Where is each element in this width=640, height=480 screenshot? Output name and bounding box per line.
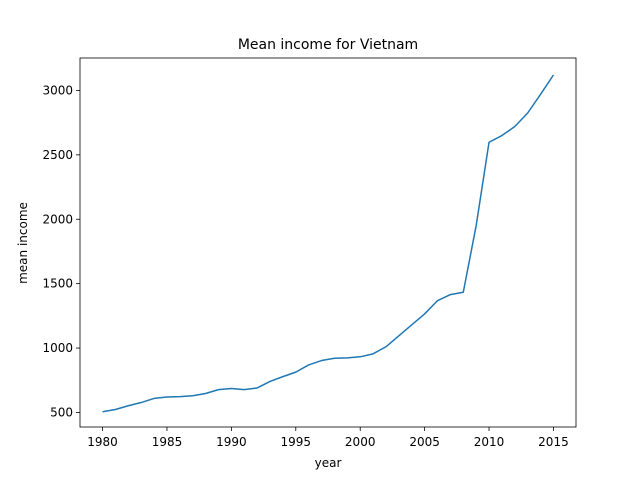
plot-area	[102, 74, 555, 413]
y-tick-label: 2500	[42, 148, 73, 162]
y-tick-label: 2000	[42, 212, 73, 226]
x-axis: 1980 1985 1990 1995 2000 2005 2010 2015	[87, 427, 569, 449]
x-tick-label: 1980	[87, 435, 118, 449]
x-axis-label: year	[315, 456, 342, 470]
chart-title: Mean income for Vietnam	[238, 37, 418, 53]
y-tick-label: 500	[50, 405, 73, 419]
axes-frame	[79, 57, 577, 428]
x-tick-label: 2000	[345, 435, 376, 449]
y-tick-label: 1000	[42, 341, 73, 355]
x-tick-label: 2005	[409, 435, 440, 449]
y-tick-label: 1500	[42, 277, 73, 291]
x-tick-label: 2015	[538, 435, 569, 449]
x-tick-label: 2010	[474, 435, 505, 449]
x-tick-label: 1990	[216, 435, 247, 449]
x-tick-label: 1985	[152, 435, 183, 449]
series-line-0	[102, 74, 555, 413]
x-tick-label: 1995	[281, 435, 312, 449]
y-axis: 500 1000 1500 2000 2500 3000	[42, 83, 80, 419]
y-tick-label: 3000	[42, 83, 73, 97]
y-axis-label: mean income	[16, 202, 30, 284]
